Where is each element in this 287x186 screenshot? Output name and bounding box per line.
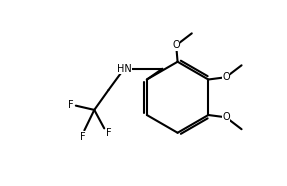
Text: F: F [68, 100, 74, 110]
Text: F: F [80, 132, 86, 142]
Text: O: O [222, 72, 230, 82]
Text: O: O [222, 112, 230, 122]
Text: O: O [172, 40, 180, 50]
Text: HN: HN [117, 64, 131, 74]
Text: F: F [106, 129, 112, 138]
